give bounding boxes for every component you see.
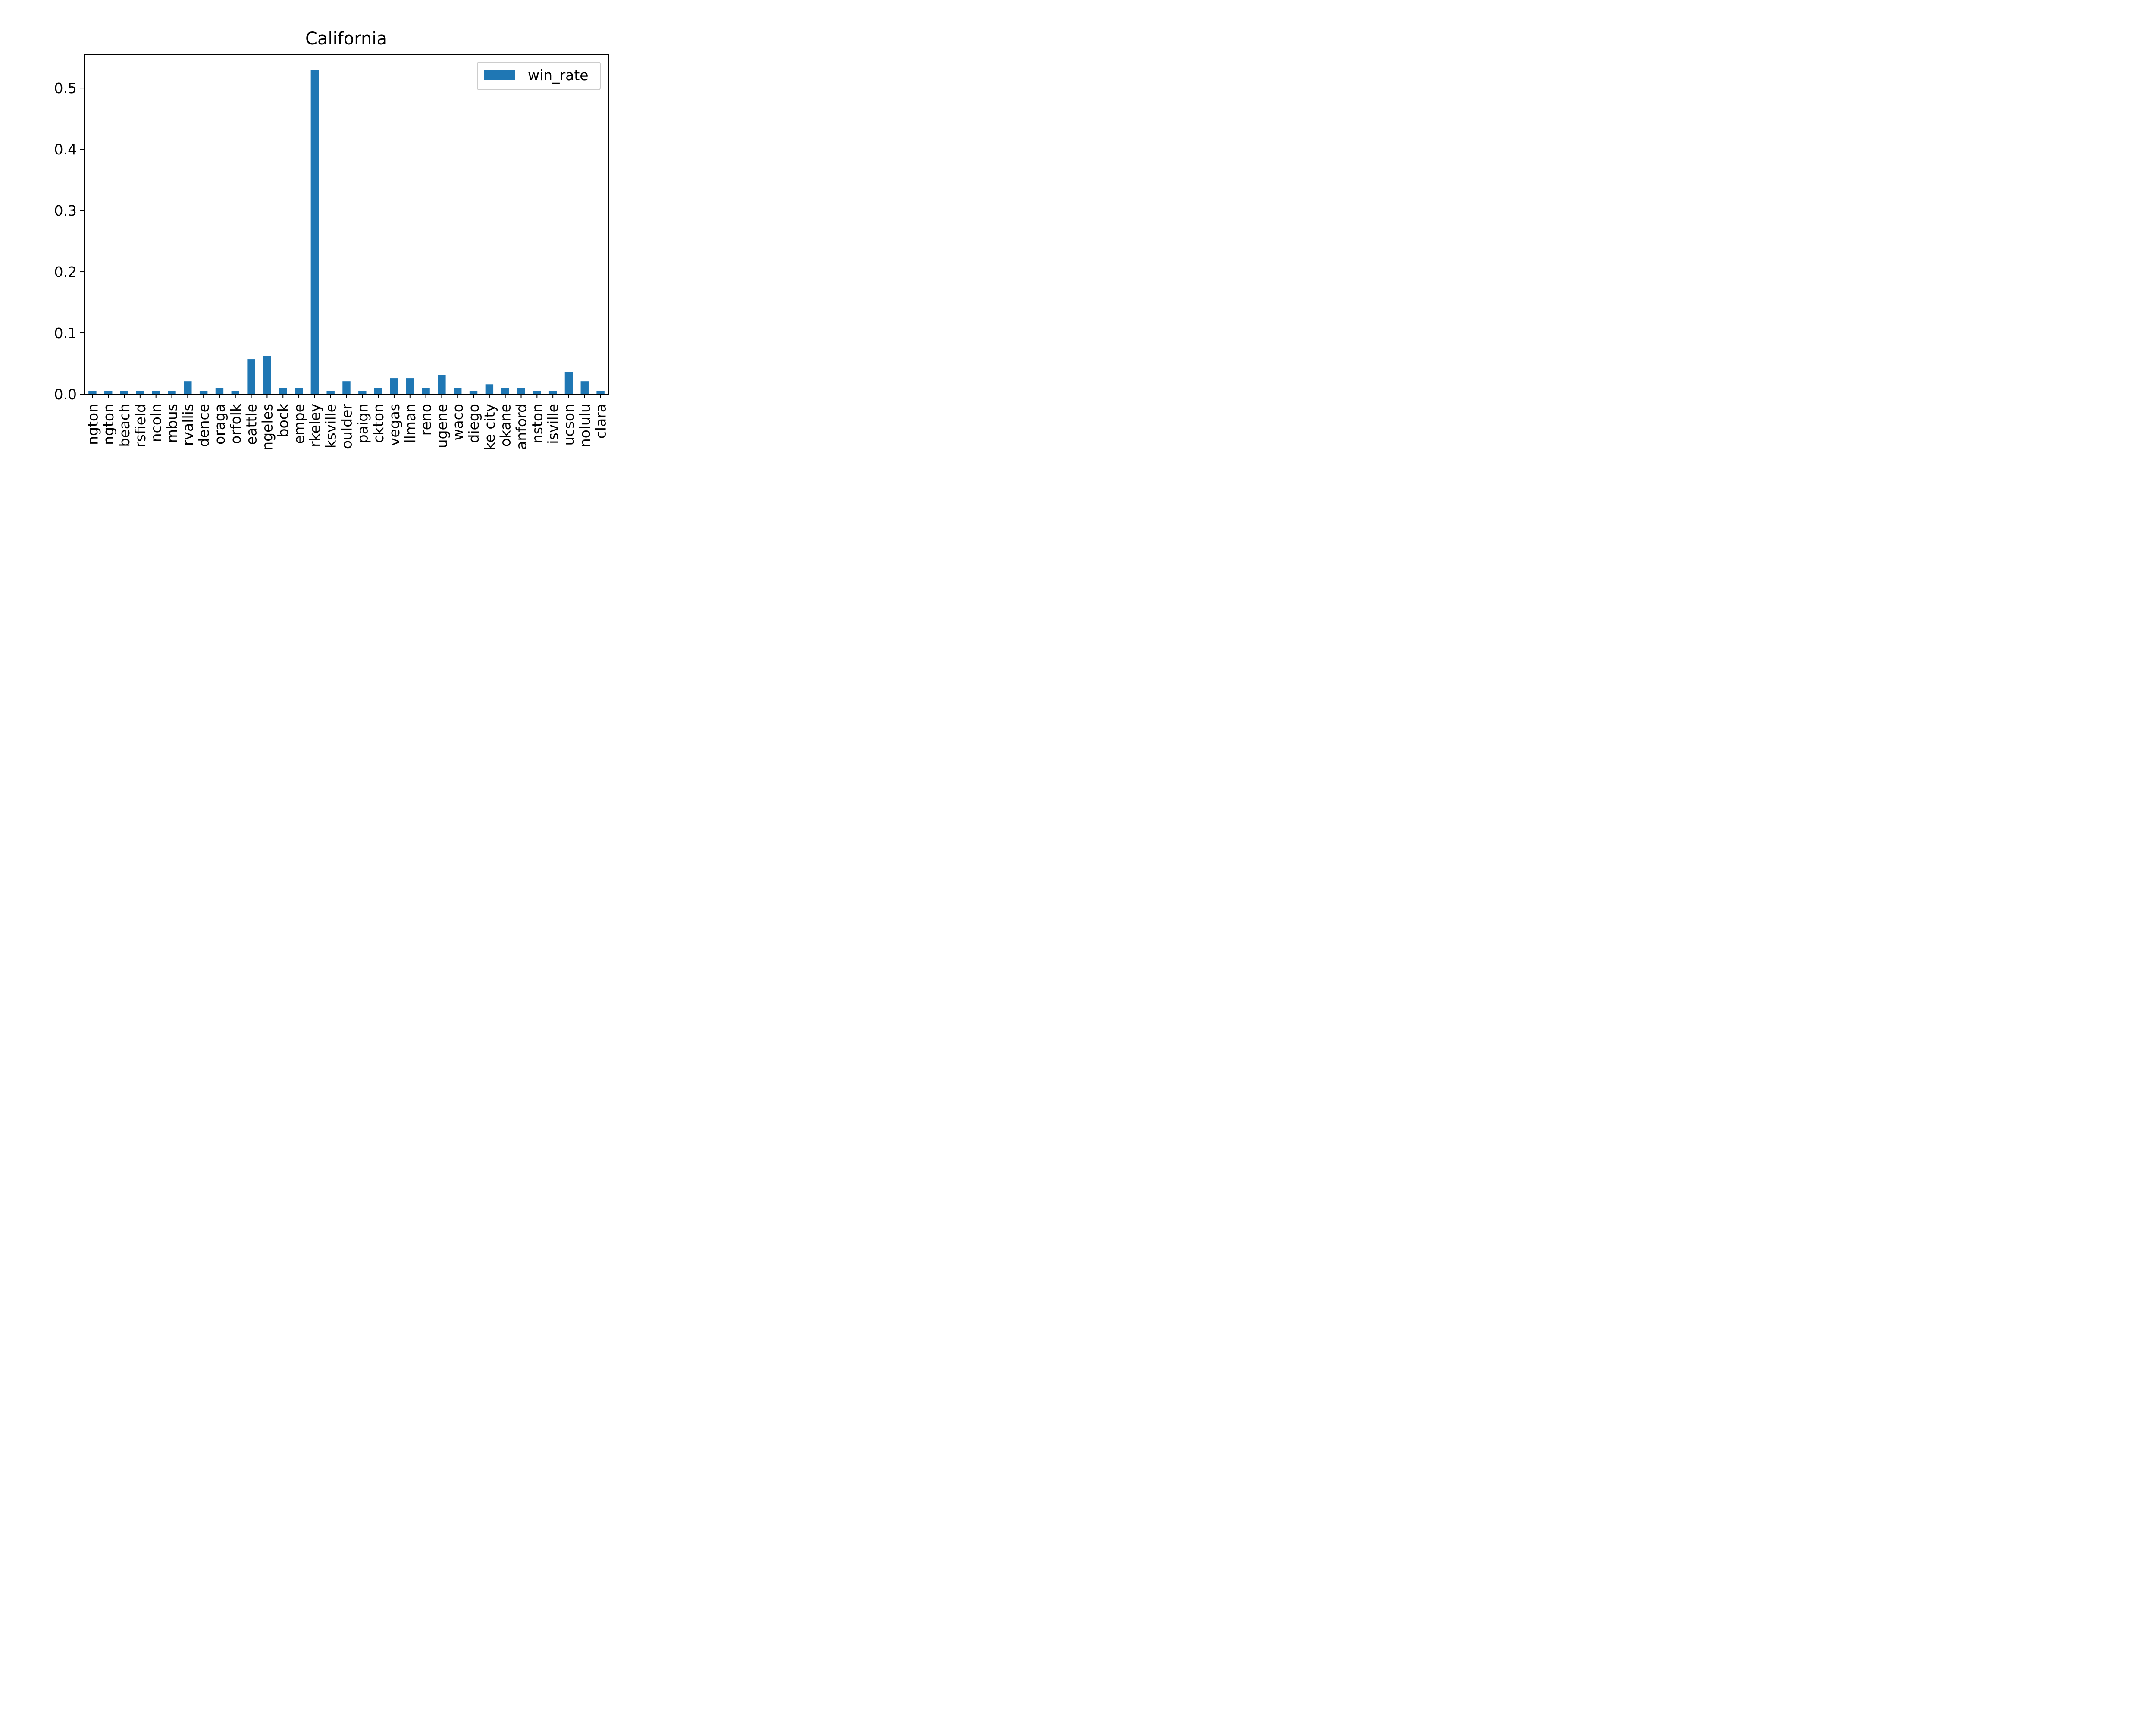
legend: win_rate [477, 62, 601, 90]
x-tick-label: waco [449, 404, 466, 441]
x-tick-label: ucson [561, 404, 577, 445]
x-tick-label: beach [116, 404, 133, 447]
x-tick-label: anford [513, 404, 530, 450]
bar [501, 388, 509, 394]
bar [231, 391, 239, 394]
x-tick-label: orfolk [227, 403, 244, 444]
x-tick-label: paign [354, 404, 371, 443]
bar [548, 391, 557, 394]
bar [596, 391, 605, 394]
x-tick-label: llman [402, 404, 419, 443]
bar [279, 388, 287, 394]
x-tick-label: empe [291, 404, 307, 444]
x-tick-label: ugene [433, 404, 450, 448]
x-tick-label: reno [418, 404, 435, 436]
bar [247, 359, 255, 394]
x-tick-label: nston [529, 404, 545, 443]
bar [136, 391, 144, 394]
x-tick-label: okane [497, 404, 514, 447]
bar [469, 391, 478, 394]
x-tick-label: ksville [323, 404, 339, 448]
x-tick-label: vegas [386, 404, 403, 446]
plot-frame [84, 54, 609, 395]
bar [533, 391, 541, 394]
x-tick-label: ckton [370, 404, 387, 443]
bar [390, 378, 398, 394]
y-tick-label: 0.2 [54, 263, 77, 280]
bars-group [88, 70, 605, 395]
x-tick-label: clara [592, 404, 609, 439]
x-tick-label: nolulu [577, 404, 593, 447]
bar [358, 391, 367, 394]
x-tick-label: mbus [164, 404, 181, 443]
bar [295, 388, 303, 394]
x-tick-label: ngton [100, 404, 117, 445]
x-tick-label: oraga [211, 404, 228, 445]
bar [438, 375, 446, 394]
x-tick-label: rsfield [132, 404, 149, 448]
bar [88, 391, 97, 394]
y-tick-label: 0.4 [54, 141, 77, 158]
bar [326, 391, 335, 394]
legend-label: win_rate [528, 67, 589, 84]
x-tick-label: dence [195, 404, 212, 447]
bar [215, 388, 224, 394]
y-tick-label: 0.0 [54, 386, 77, 403]
x-tick-label: ngeles [259, 404, 276, 451]
bar [454, 388, 462, 394]
x-tick-label: oulder [338, 404, 355, 449]
x-tick-label: isville [545, 404, 561, 444]
bar [342, 381, 351, 394]
bar [310, 70, 319, 395]
y-tick-label: 0.1 [54, 325, 77, 342]
bar [517, 388, 525, 394]
chart-figure: California 0.0 0.1 0.2 0.3 0.4 0.5 ngton ngton… [0, 0, 667, 451]
x-tick-label: rkeley [307, 404, 323, 447]
x-tick-label: ncoln [148, 404, 165, 442]
bar [374, 388, 382, 394]
x-tick-label: ngton [84, 404, 101, 445]
x-axis: ngtonngtonbeachrsfieldncolnmbusrvallisde… [84, 394, 609, 451]
bar [168, 391, 176, 394]
x-tick-label: rvallis [179, 404, 196, 446]
x-tick-label: bock [275, 403, 291, 437]
bar-chart: California 0.0 0.1 0.2 0.3 0.4 0.5 ngtonngton… [0, 0, 667, 451]
x-tick-label: ke city [481, 404, 498, 451]
y-axis: 0.0 0.1 0.2 0.3 0.4 0.5 [54, 80, 85, 403]
x-tick-label: diego [465, 404, 482, 443]
bar [104, 391, 113, 394]
bar [184, 381, 192, 394]
y-tick-label: 0.5 [54, 80, 77, 97]
bar [564, 372, 573, 394]
bar [120, 391, 128, 394]
bar [406, 378, 414, 394]
bar [485, 384, 494, 394]
x-tick-label: eattle [243, 404, 260, 445]
bar [199, 391, 208, 394]
bar [152, 391, 160, 394]
legend-box [477, 62, 601, 90]
bar [422, 388, 430, 394]
legend-swatch [484, 70, 515, 80]
bar [263, 356, 271, 394]
bar [580, 381, 589, 394]
y-tick-label: 0.3 [54, 202, 77, 219]
chart-title: California [305, 29, 387, 49]
